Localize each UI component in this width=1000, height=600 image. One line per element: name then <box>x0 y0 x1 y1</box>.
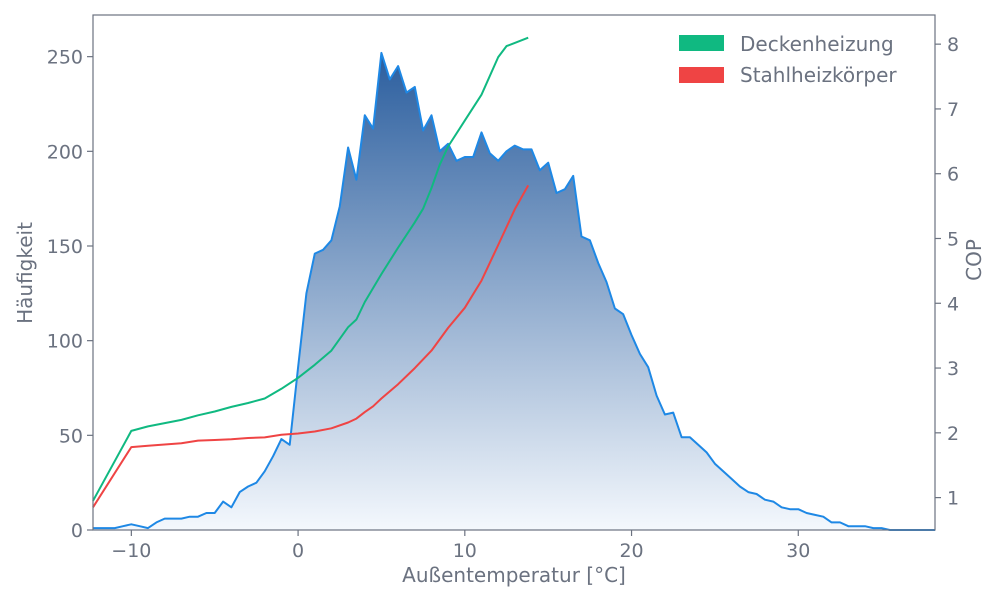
frequency-area <box>93 52 935 531</box>
y2-tick-label: 8 <box>947 34 959 56</box>
y2-tick-label: 2 <box>947 423 959 445</box>
legend: Deckenheizung Stahlheizkörper <box>679 32 897 87</box>
y-tick-label: 250 <box>47 47 83 69</box>
y2-axis-title: COP <box>962 239 986 281</box>
deckenheizung-line <box>92 36 529 502</box>
y-tick-label: 100 <box>47 331 83 353</box>
y2-tick-label: 4 <box>947 293 959 315</box>
y-tick-label: 200 <box>47 141 83 163</box>
legend-swatch-stahlheizkoerper <box>679 67 724 83</box>
y2-tick-label: 5 <box>947 228 959 250</box>
x-tick-label: 20 <box>619 540 643 562</box>
y-axis-title: Häufigkeit <box>13 222 37 324</box>
plot-frame <box>92 14 936 531</box>
y2-tick-label: 7 <box>947 99 959 121</box>
legend-label-deckenheizung: Deckenheizung <box>740 32 894 56</box>
x-tick-label: 10 <box>453 540 477 562</box>
x-tick-label: −10 <box>111 540 151 562</box>
y-tick-label: 50 <box>59 425 83 447</box>
y2-tick-label: 3 <box>947 358 959 380</box>
x-tick-label: 30 <box>786 540 810 562</box>
legend-label-stahlheizkoerper: Stahlheizkörper <box>740 63 897 87</box>
y-tick-label: 150 <box>47 236 83 258</box>
frequency-line <box>93 51 935 531</box>
y-tick-label: 0 <box>71 520 83 542</box>
x-tick-label: 0 <box>292 540 304 562</box>
x-axis-title: Außentemperatur [°C] <box>402 563 626 587</box>
legend-swatch-deckenheizung <box>679 35 724 51</box>
stahlheizkoerper-line <box>92 184 530 508</box>
y2-tick-label: 6 <box>947 164 959 186</box>
y2-tick-label: 1 <box>947 488 959 510</box>
